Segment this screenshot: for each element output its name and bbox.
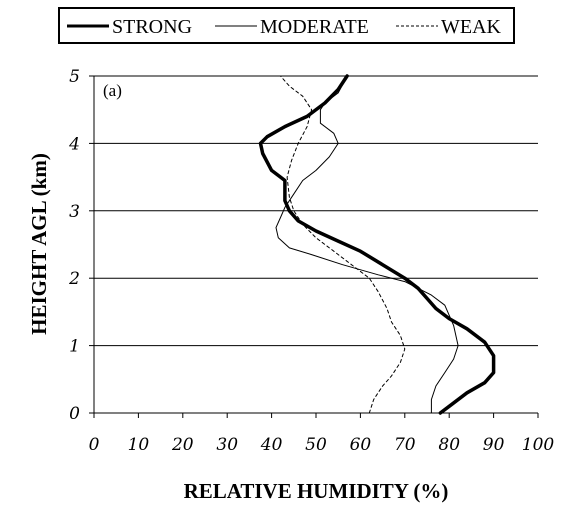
series-line-moderate bbox=[275, 75, 459, 414]
y-axis-title: HEIGHT AGL (km) bbox=[27, 153, 51, 335]
x-tick-label-0: 0 bbox=[89, 435, 100, 455]
legend: STRONG MODERATE WEAK bbox=[58, 7, 515, 44]
y-tick-label-4: 4 bbox=[68, 134, 80, 154]
legend-label-weak: WEAK bbox=[441, 16, 502, 38]
panel-label: (a) bbox=[103, 81, 122, 100]
y-tick-label-0: 0 bbox=[69, 404, 80, 424]
legend-label-moderate: MODERATE bbox=[260, 16, 369, 38]
legend-frame bbox=[58, 7, 515, 44]
legend-label-strong: STRONG bbox=[112, 16, 192, 38]
x-tick-label-50: 50 bbox=[305, 435, 327, 455]
x-tick-label-60: 60 bbox=[350, 435, 372, 455]
series-line-strong bbox=[258, 74, 496, 415]
x-tick-label-70: 70 bbox=[394, 435, 416, 455]
x-tick-label-10: 10 bbox=[128, 435, 150, 455]
x-tick-label-90: 90 bbox=[483, 435, 505, 455]
x-tick-label-30: 30 bbox=[216, 435, 238, 455]
x-tick-label-20: 20 bbox=[171, 435, 194, 455]
grid-lines bbox=[94, 75, 538, 347]
y-tick-label-5: 5 bbox=[69, 67, 80, 87]
y-tick-label-3: 3 bbox=[69, 202, 80, 222]
y-tick-labels: 0 1 2 3 4 5 bbox=[68, 67, 80, 424]
y-tick-label-2: 2 bbox=[68, 269, 80, 289]
y-tick-label-1: 1 bbox=[69, 337, 80, 357]
x-axis-title: RELATIVE HUMIDITY (%) bbox=[184, 479, 449, 503]
x-tick-label-40: 40 bbox=[260, 435, 283, 455]
axes bbox=[89, 75, 539, 418]
series-line-weak bbox=[280, 75, 406, 414]
x-tick-labels: 0 10 20 30 40 50 60 70 80 90 100 bbox=[89, 435, 555, 455]
series-lines bbox=[258, 74, 496, 415]
x-tick-label-80: 80 bbox=[438, 435, 460, 455]
x-tick-label-100: 100 bbox=[522, 435, 555, 455]
